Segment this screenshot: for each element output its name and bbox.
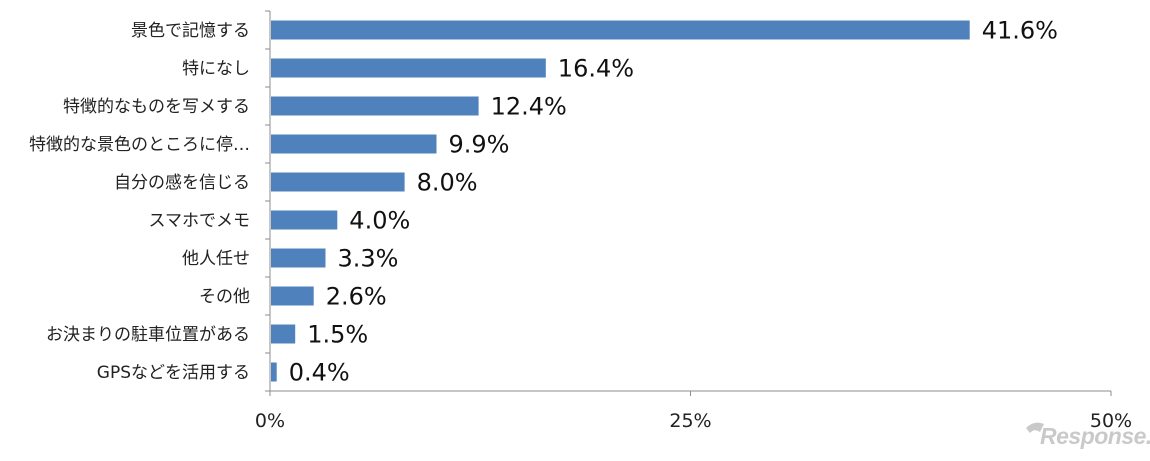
data-label: 12.4% bbox=[491, 93, 567, 121]
data-label: 41.6% bbox=[982, 17, 1058, 45]
category-label: その他 bbox=[199, 287, 250, 307]
bar bbox=[271, 58, 546, 78]
category-label: 他人任せ bbox=[182, 249, 250, 269]
data-label: 3.3% bbox=[338, 245, 399, 273]
bar bbox=[271, 172, 405, 192]
response-logo: Response. bbox=[1026, 422, 1150, 449]
bar bbox=[271, 286, 314, 306]
axes: 0% 25% 50% bbox=[255, 10, 1132, 432]
category-label: GPSなどを活用する bbox=[97, 363, 250, 383]
category-label: 自分の感を信じる bbox=[114, 173, 250, 193]
value-labels: 41.6% 16.4% 12.4% 9.9% 8.0%4.0% 3.3% 2.6% 1.5% 0… bbox=[289, 17, 1058, 387]
category-label: 特徴的な景色のところに停… bbox=[29, 135, 250, 155]
data-label: 0.4% bbox=[289, 359, 350, 387]
category-label: 特徴的なものを写メする bbox=[63, 97, 250, 117]
bars-layer bbox=[271, 20, 970, 382]
category-label: 特になし bbox=[182, 59, 250, 79]
category-label: お決まりの駐車位置がある bbox=[46, 325, 250, 345]
data-label: 2.6% bbox=[326, 283, 387, 311]
data-label: 8.0% bbox=[417, 169, 478, 197]
data-label: 4.0% bbox=[349, 207, 410, 235]
bar bbox=[271, 362, 277, 382]
category-label: 景色で記憶する bbox=[131, 21, 250, 41]
x-tick-label: 0% bbox=[255, 410, 285, 432]
data-label: 1.5% bbox=[307, 321, 368, 349]
x-tick-label: 25% bbox=[669, 410, 711, 432]
bar bbox=[271, 324, 296, 344]
data-label: 9.9% bbox=[449, 131, 510, 159]
x-tick-label: 50% bbox=[1090, 410, 1132, 432]
bar bbox=[271, 210, 338, 230]
data-label: 16.4% bbox=[558, 55, 634, 83]
bar bbox=[271, 134, 437, 154]
bar bbox=[271, 20, 970, 40]
category-label: スマホでメモ bbox=[149, 211, 251, 231]
bar bbox=[271, 96, 479, 116]
watermark-text: Response. bbox=[1040, 423, 1150, 449]
bar bbox=[271, 248, 326, 268]
response-logo-swoosh bbox=[1026, 422, 1044, 433]
